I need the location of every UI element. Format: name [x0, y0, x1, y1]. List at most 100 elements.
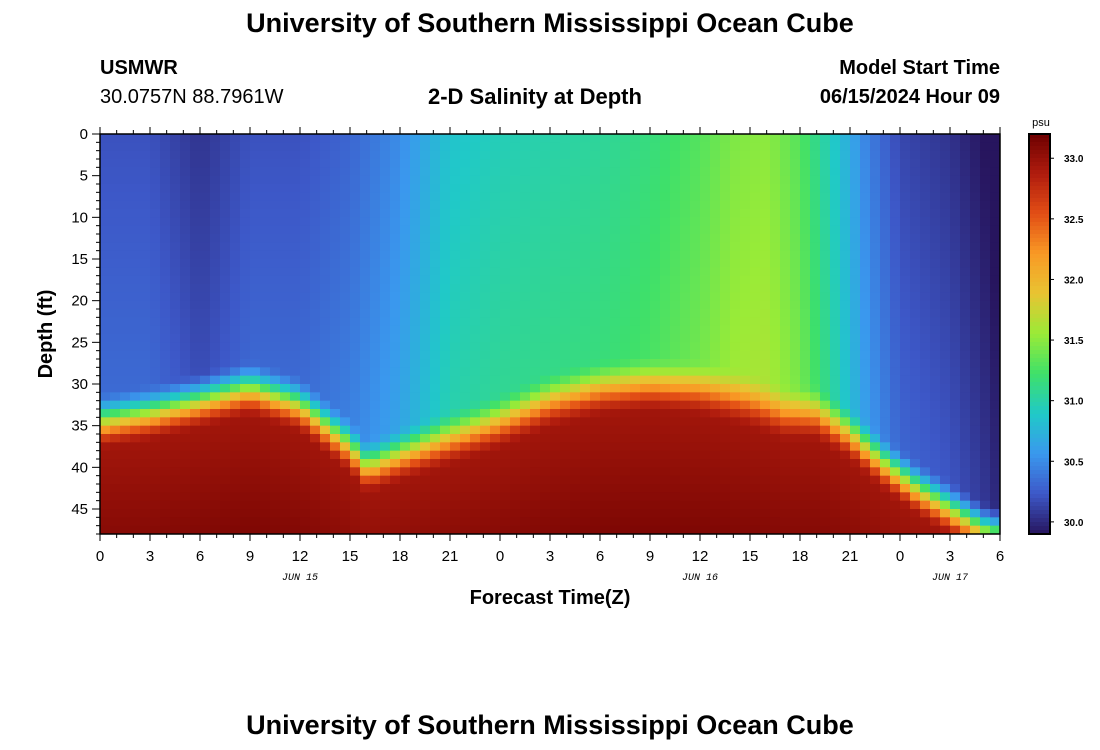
heatmap-cell: [810, 384, 821, 393]
heatmap-cell: [190, 317, 201, 327]
heatmap-cell: [810, 267, 821, 277]
heatmap-cell: [930, 300, 941, 310]
heatmap-cell: [520, 517, 531, 527]
heatmap-cell: [170, 484, 181, 493]
heatmap-cell: [610, 267, 621, 277]
heatmap-cell: [830, 242, 841, 252]
heatmap-cell: [780, 350, 791, 360]
heatmap-cell: [730, 175, 741, 185]
heatmap-cell: [500, 300, 511, 310]
heatmap-cell: [580, 217, 591, 227]
heatmap-cell: [630, 400, 641, 410]
heatmap-cell: [440, 492, 451, 502]
heatmap-cell: [620, 250, 631, 260]
heatmap-cell: [740, 367, 751, 377]
heatmap-cell: [290, 134, 301, 143]
heatmap-cell: [180, 225, 191, 235]
heatmap-cell: [360, 209, 371, 218]
heatmap-cell: [970, 417, 981, 427]
heatmap-cell: [100, 467, 111, 477]
heatmap-cell: [220, 284, 231, 293]
heatmap-cell: [940, 442, 951, 452]
heatmap-cell: [470, 250, 481, 260]
heatmap-cell: [840, 409, 851, 418]
heatmap-cell: [180, 425, 191, 435]
heatmap-cell: [320, 200, 331, 210]
heatmap-cell: [770, 150, 781, 160]
heatmap-cell: [850, 350, 861, 360]
heatmap-cell: [320, 309, 331, 318]
heatmap-cell: [970, 442, 981, 452]
heatmap-cell: [210, 192, 221, 202]
heatmap-cell: [990, 209, 1000, 218]
heatmap-cell: [410, 217, 421, 227]
heatmap-cell: [200, 517, 211, 527]
heatmap-cell: [480, 375, 491, 385]
heatmap-cell: [750, 375, 761, 385]
heatmap-cell: [290, 492, 301, 502]
heatmap-cell: [200, 184, 211, 193]
heatmap-cell: [180, 184, 191, 193]
heatmap-cell: [730, 259, 741, 268]
heatmap-cell: [610, 500, 621, 510]
heatmap-cell: [150, 250, 161, 260]
colorbar-segment: [1029, 342, 1050, 347]
heatmap-cell: [520, 150, 531, 160]
heatmap-cell: [790, 434, 801, 443]
heatmap-cell: [370, 192, 381, 202]
heatmap-cell: [890, 475, 901, 485]
heatmap-cell: [580, 334, 591, 343]
heatmap-cell: [990, 517, 1000, 527]
heatmap-cell: [630, 200, 641, 210]
x-tick-label: 3: [546, 548, 554, 565]
heatmap-cell: [780, 142, 791, 152]
heatmap-cell: [130, 167, 141, 177]
heatmap-cell: [480, 317, 491, 327]
heatmap-cell: [960, 484, 971, 493]
heatmap-cell: [890, 325, 901, 335]
colorbar-segment: [1029, 318, 1050, 323]
heatmap-cell: [450, 150, 461, 160]
heatmap-cell: [840, 400, 851, 410]
heatmap-cell: [610, 184, 621, 193]
heatmap-cell: [690, 292, 701, 302]
heatmap-cell: [790, 217, 801, 227]
heatmap-cell: [310, 409, 321, 418]
heatmap-cell: [120, 142, 131, 152]
heatmap-cell: [780, 367, 791, 377]
heatmap-cell: [170, 209, 181, 218]
heatmap-cell: [410, 209, 421, 218]
heatmap-cell: [450, 392, 461, 402]
heatmap-cell: [460, 375, 471, 385]
heatmap-cell: [870, 517, 881, 527]
heatmap-cell: [240, 367, 251, 377]
heatmap-cell: [890, 192, 901, 202]
heatmap-cell: [900, 317, 911, 327]
heatmap-cell: [930, 425, 941, 435]
colorbar-segment: [1029, 134, 1050, 139]
heatmap-cell: [650, 292, 661, 302]
heatmap-cell: [160, 159, 171, 168]
heatmap-cell: [810, 292, 821, 302]
heatmap-cell: [650, 392, 661, 402]
x-tick-label: 6: [996, 548, 1004, 565]
heatmap-cell: [170, 242, 181, 252]
heatmap-cell: [760, 284, 771, 293]
heatmap-cell: [680, 417, 691, 427]
heatmap-cell: [500, 175, 511, 185]
heatmap-cell: [360, 267, 371, 277]
heatmap-cell: [600, 159, 611, 168]
heatmap-cell: [500, 217, 511, 227]
heatmap-cell: [270, 309, 281, 318]
colorbar-segment: [1029, 426, 1050, 431]
heatmap-cell: [400, 242, 411, 252]
heatmap-cell: [120, 492, 131, 502]
heatmap-cell: [900, 467, 911, 477]
heatmap-cell: [290, 150, 301, 160]
model-start-value: 06/15/2024 Hour 09: [819, 86, 1000, 108]
heatmap-cell: [180, 150, 191, 160]
heatmap-cell: [520, 275, 531, 285]
heatmap-cell: [670, 517, 681, 527]
heatmap-cell: [400, 309, 411, 318]
heatmap-cell: [990, 259, 1000, 268]
